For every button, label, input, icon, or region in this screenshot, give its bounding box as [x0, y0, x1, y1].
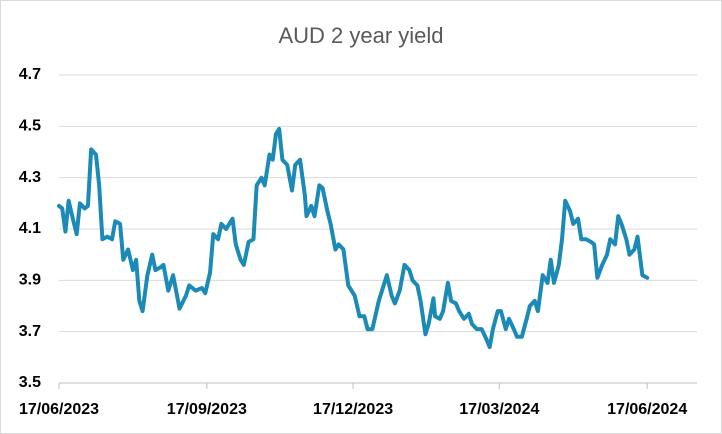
x-tick-label: 17/12/2023 [313, 401, 393, 418]
x-tick-label: 17/06/2023 [19, 401, 99, 418]
y-tick-label: 4.7 [19, 66, 41, 83]
y-tick-label: 3.7 [19, 323, 41, 340]
y-tick-label: 3.5 [19, 374, 41, 391]
y-tick-label: 4.3 [19, 169, 41, 186]
y-tick-label: 3.9 [19, 272, 41, 289]
y-tick-label: 4.1 [19, 220, 41, 237]
series-line [57, 126, 650, 350]
chart-title: AUD 2 year yield [278, 23, 443, 48]
x-tick-label: 17/09/2023 [167, 401, 247, 418]
x-tick-label: 17/03/2024 [459, 401, 539, 418]
x-tick-label: 17/06/2024 [607, 401, 687, 418]
y-tick-label: 4.5 [19, 118, 41, 135]
